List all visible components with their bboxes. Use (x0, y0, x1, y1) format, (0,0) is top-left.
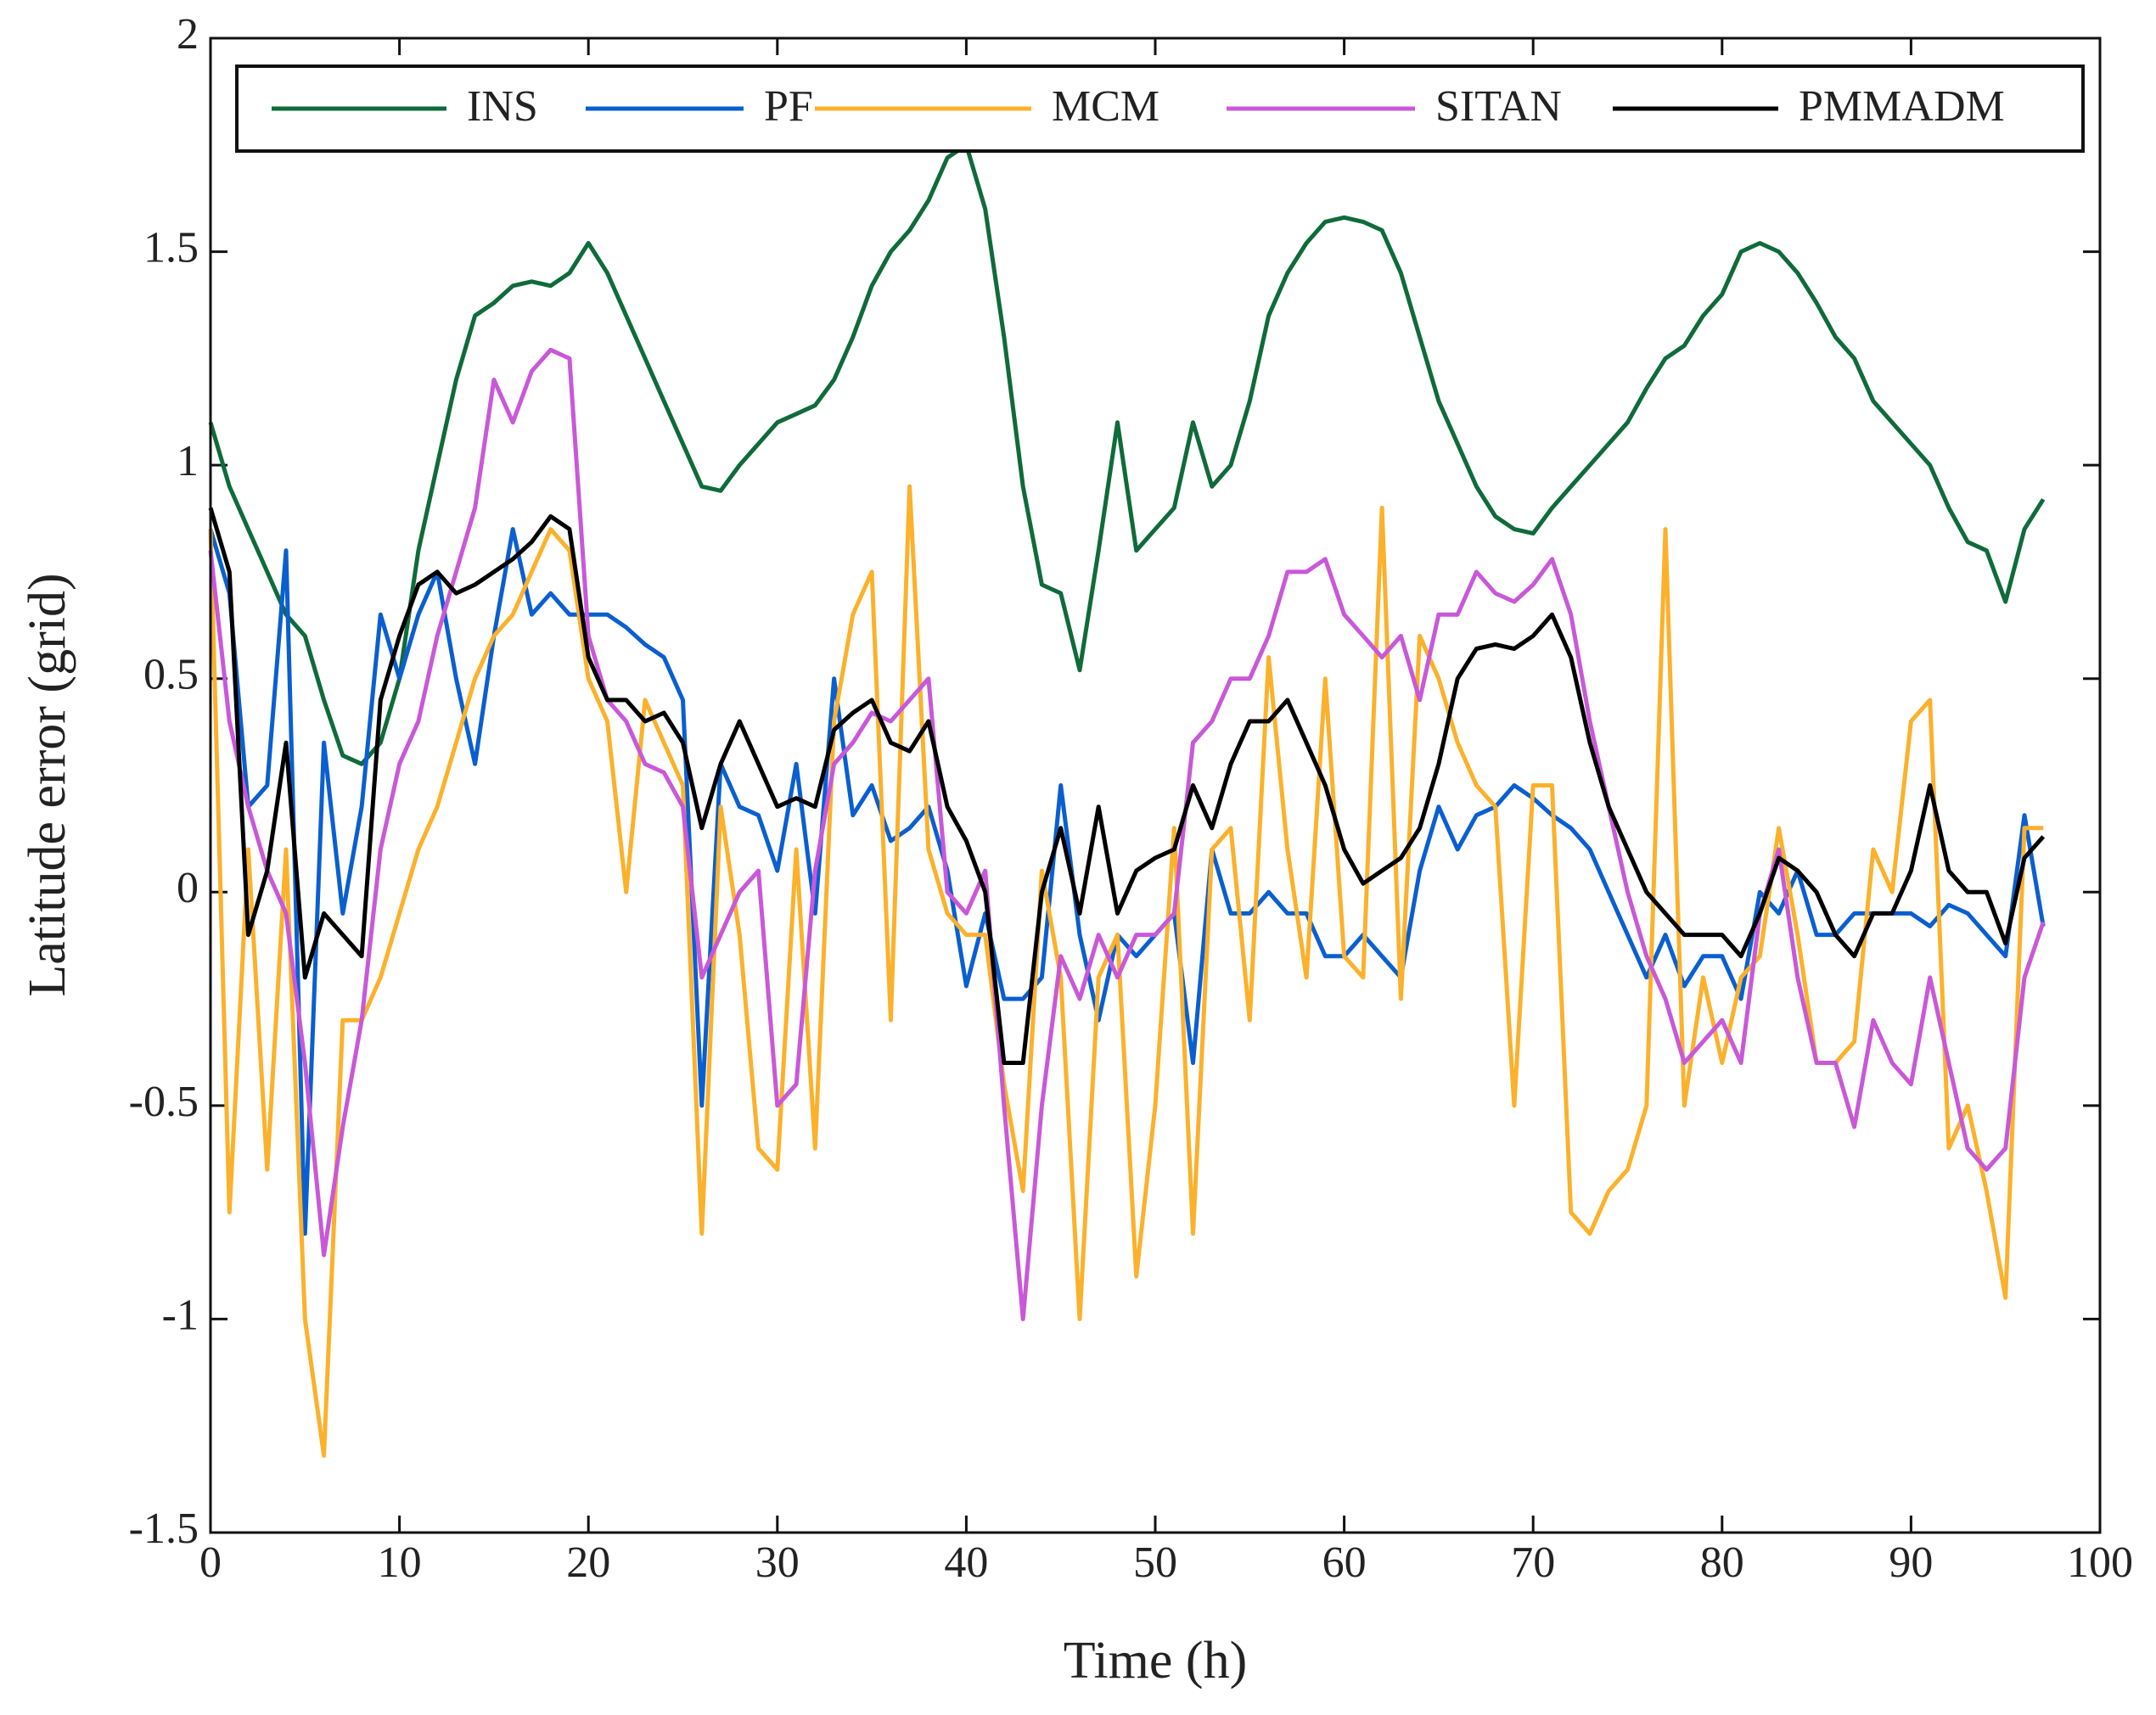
y-tick-label: 1.5 (143, 224, 199, 272)
x-tick-label: 100 (2067, 1538, 2133, 1587)
x-axis-label: Time (h) (1064, 1632, 1247, 1690)
x-tick-label: 0 (199, 1538, 222, 1587)
series-line (208, 484, 2044, 1458)
x-tick-label: 50 (1133, 1538, 1177, 1587)
x-tick-label: 70 (1511, 1538, 1555, 1587)
series-line (208, 143, 2046, 766)
legend-label: PMMADM (1799, 82, 2005, 131)
y-tick-label: 2 (177, 10, 199, 59)
y-tick-label: 1 (177, 437, 199, 485)
x-tick-label: 40 (944, 1538, 988, 1587)
plot-frame (209, 36, 2102, 1534)
legend-label: SITAN (1435, 82, 1562, 131)
y-tick-label: 0.5 (143, 651, 199, 699)
legend-label: INS (467, 82, 538, 131)
x-tick-label: 90 (1889, 1538, 1933, 1587)
y-tick-label: -1 (162, 1291, 199, 1339)
series-line (208, 347, 2046, 1321)
x-tick-label: 30 (755, 1538, 800, 1587)
legend-label: PF (764, 82, 813, 131)
plot-area (211, 38, 2100, 1533)
x-tick-label: 20 (566, 1538, 610, 1587)
y-tick-label: -0.5 (129, 1078, 199, 1126)
x-tick-label: 80 (1700, 1538, 1744, 1587)
legend-label: MCM (1052, 82, 1159, 131)
x-tick-label: 10 (378, 1538, 422, 1587)
y-tick-label: 0 (177, 864, 199, 912)
y-axis-label: Latitude error (grid) (19, 573, 76, 996)
y-tick-label: -1.5 (129, 1505, 199, 1553)
x-tick-label: 60 (1322, 1538, 1367, 1587)
series-line (208, 507, 2046, 1065)
